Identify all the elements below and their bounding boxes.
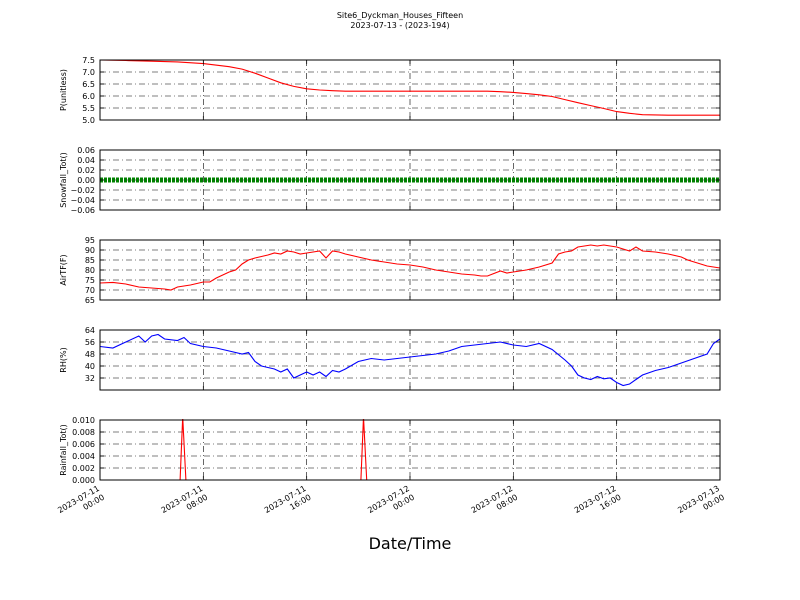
y-tick-label: 40 bbox=[85, 362, 95, 371]
y-tick-label: −0.04 bbox=[70, 196, 95, 205]
y-axis-label: P(unitless) bbox=[59, 69, 68, 111]
panel-1: 5.0 5.5 6.0 6.5 7.0 7.5 P(unitless) bbox=[59, 56, 721, 125]
y-tick-label: 7.0 bbox=[82, 68, 95, 77]
y-tick-label: 5.5 bbox=[82, 104, 95, 113]
series-line bbox=[100, 333, 720, 387]
y-tick-label: 70 bbox=[85, 286, 95, 295]
y-tick-label: 80 bbox=[85, 266, 95, 275]
x-axis-label: Date/Time bbox=[368, 534, 452, 553]
y-tick-label: 32 bbox=[85, 374, 95, 383]
panel-5: 0.000 0.002 0.004 0.006 0.008 0.010 Rainfall_T… bbox=[59, 416, 721, 485]
panel-2: −0.06−0.04−0.020.000.020.040.06 Snowfall_… bbox=[59, 146, 721, 215]
y-tick-label: 6.0 bbox=[82, 92, 95, 101]
y-tick-label: 0.008 bbox=[72, 428, 95, 437]
y-tick-label: 0.000 bbox=[72, 476, 95, 485]
y-tick-label: 0.002 bbox=[72, 464, 95, 473]
y-axis-label: Rainfall_Tot() bbox=[59, 424, 68, 476]
y-tick-label: 0.04 bbox=[77, 156, 95, 165]
y-tick-label: 0.010 bbox=[72, 416, 95, 425]
series-line bbox=[100, 59, 720, 116]
y-axis-label: Snowfall_Tot() bbox=[59, 152, 68, 208]
y-tick-label: 64 bbox=[85, 326, 95, 335]
y-tick-label: −0.06 bbox=[70, 206, 95, 215]
panel-4: 32 40 48 56 64 RH(%) bbox=[59, 326, 721, 391]
y-tick-label: 0.06 bbox=[77, 146, 95, 155]
y-tick-label: 5.0 bbox=[82, 116, 95, 125]
y-tick-label: 0.00 bbox=[77, 176, 95, 185]
series-line bbox=[100, 244, 720, 291]
y-tick-label: 0.006 bbox=[72, 440, 95, 449]
figure-title: Site6_Dyckman_Houses_Fifteen bbox=[336, 11, 464, 20]
y-tick-label: 48 bbox=[85, 350, 95, 359]
y-tick-label: 6.5 bbox=[82, 80, 95, 89]
y-tick-label: 65 bbox=[85, 296, 95, 305]
y-tick-label: 75 bbox=[85, 276, 95, 285]
y-tick-label: 7.5 bbox=[82, 56, 95, 65]
y-tick-label: 95 bbox=[85, 236, 95, 245]
y-tick-label: 56 bbox=[85, 338, 95, 347]
y-tick-label: −0.02 bbox=[70, 186, 95, 195]
y-axis-label: RH(%) bbox=[59, 347, 68, 372]
figure-subtitle: 2023-07-13 - (2023-194) bbox=[350, 21, 450, 30]
y-tick-label: 0.004 bbox=[72, 452, 95, 461]
y-axis-label: AirTF(F) bbox=[59, 254, 68, 285]
y-tick-label: 90 bbox=[85, 246, 95, 255]
y-tick-label: 0.02 bbox=[77, 166, 95, 175]
y-tick-label: 85 bbox=[85, 256, 95, 265]
